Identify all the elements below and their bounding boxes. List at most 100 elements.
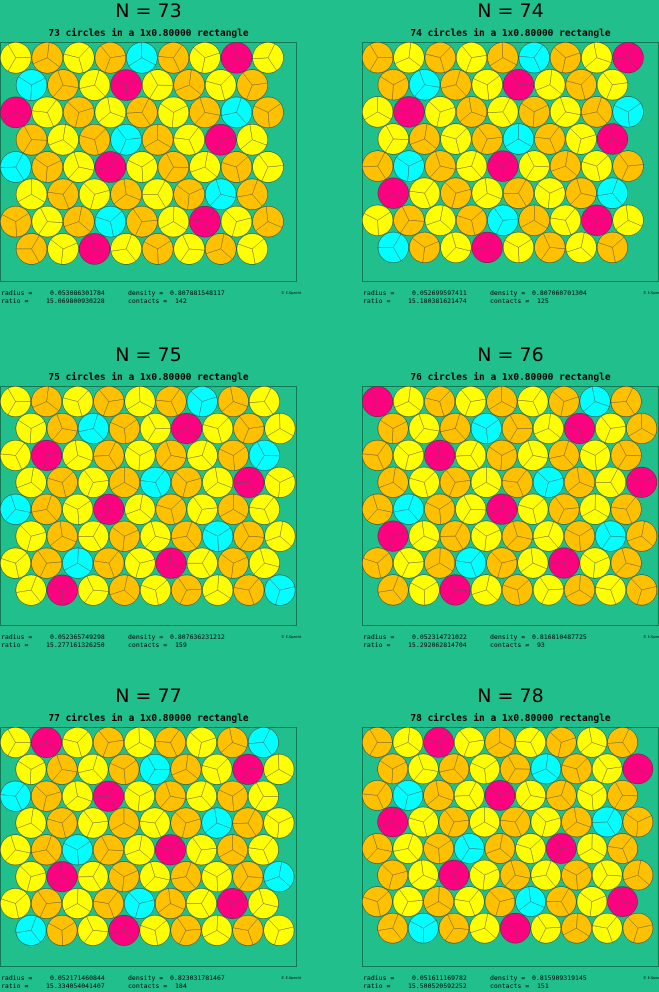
circle-item — [15, 753, 47, 785]
panel-title: N = 75 — [115, 344, 181, 366]
contact-line — [247, 766, 264, 770]
contact-line — [232, 796, 235, 812]
contact-line — [201, 796, 212, 808]
contact-line — [537, 471, 549, 483]
contact-line — [423, 471, 436, 483]
contact-line — [576, 466, 580, 483]
contact-line — [139, 789, 154, 797]
circle-item — [46, 466, 78, 498]
circle-item — [501, 574, 533, 606]
circle-item — [236, 69, 268, 101]
contact-line — [531, 768, 547, 775]
contact-line — [533, 204, 535, 221]
density-label: density = — [490, 289, 525, 297]
circle-item — [392, 727, 424, 758]
contact-line — [425, 220, 441, 226]
circle-item — [247, 780, 279, 812]
contact-line — [108, 739, 124, 743]
contact-line — [455, 247, 472, 252]
contact-line — [637, 859, 642, 876]
contact-line — [407, 833, 414, 849]
contact-line — [170, 742, 178, 757]
circle-item — [502, 69, 535, 101]
contact-line — [563, 455, 575, 468]
contact-line — [549, 126, 560, 140]
contact-line — [520, 795, 531, 808]
contact-line — [40, 207, 48, 222]
contact-line — [532, 562, 548, 570]
circle-item — [581, 150, 613, 182]
contact-line — [263, 837, 274, 850]
contact-line — [31, 110, 48, 113]
contact-line — [625, 509, 633, 524]
contact-line — [488, 446, 502, 456]
contact-line — [377, 552, 390, 564]
contact-line — [30, 930, 41, 943]
circle-item — [139, 861, 171, 893]
contact-line — [411, 535, 425, 546]
contact-line — [502, 111, 512, 126]
contact-line — [108, 903, 115, 919]
contact-line — [485, 848, 501, 855]
circle-item — [217, 547, 249, 579]
circle-item — [141, 69, 174, 101]
circle-item — [530, 859, 562, 891]
contact-line — [178, 930, 187, 945]
contact-line — [377, 891, 389, 902]
contact-line — [381, 524, 394, 537]
contact-line — [451, 232, 457, 248]
contact-line — [221, 401, 234, 412]
circle-item — [201, 807, 233, 839]
contact-line — [263, 903, 279, 908]
circle-item — [78, 233, 111, 265]
contact-line — [248, 468, 257, 483]
contact-line — [569, 127, 582, 140]
contact-line — [613, 105, 629, 113]
circle-item — [171, 412, 203, 444]
contact-line — [62, 536, 77, 543]
contact-line — [138, 455, 141, 471]
contact-line — [48, 582, 63, 591]
contact-line — [62, 194, 70, 210]
contact-line — [504, 874, 516, 887]
circle-item — [77, 861, 109, 893]
circle-item — [93, 547, 125, 579]
circle-item — [170, 914, 202, 946]
radius-label: radius = — [1, 974, 32, 982]
contact-line — [236, 97, 242, 113]
contact-line — [15, 892, 28, 904]
contact-line — [51, 769, 63, 782]
contact-line — [216, 822, 232, 829]
contact-line — [550, 165, 566, 172]
contact-line — [408, 57, 422, 68]
contact-line — [31, 531, 47, 537]
contact-line — [186, 521, 193, 537]
circle-item — [455, 493, 487, 525]
ratio-value: 15.069800930228 — [46, 297, 105, 305]
circle-item — [362, 386, 394, 418]
circle-item — [424, 204, 456, 236]
contact-line — [173, 166, 190, 169]
contact-line — [409, 920, 424, 929]
contact-line — [563, 562, 572, 577]
contact-line — [123, 930, 136, 941]
contact-line — [469, 795, 478, 809]
circle-item — [487, 204, 519, 236]
contact-line — [530, 874, 546, 878]
contact-line — [258, 154, 269, 168]
contact-line — [607, 742, 623, 744]
contact-line — [30, 872, 47, 877]
contact-line — [637, 874, 650, 886]
contact-line — [499, 727, 501, 743]
contact-line — [576, 178, 582, 194]
circle-item — [622, 912, 654, 944]
contact-line — [362, 896, 378, 902]
contact-line — [61, 930, 63, 946]
circle-item — [92, 780, 124, 812]
contact-line — [424, 180, 435, 194]
contact-line — [93, 522, 102, 537]
contact-line — [451, 193, 457, 209]
contact-line — [49, 536, 63, 547]
contact-line — [103, 401, 110, 417]
contact-line — [94, 84, 106, 97]
